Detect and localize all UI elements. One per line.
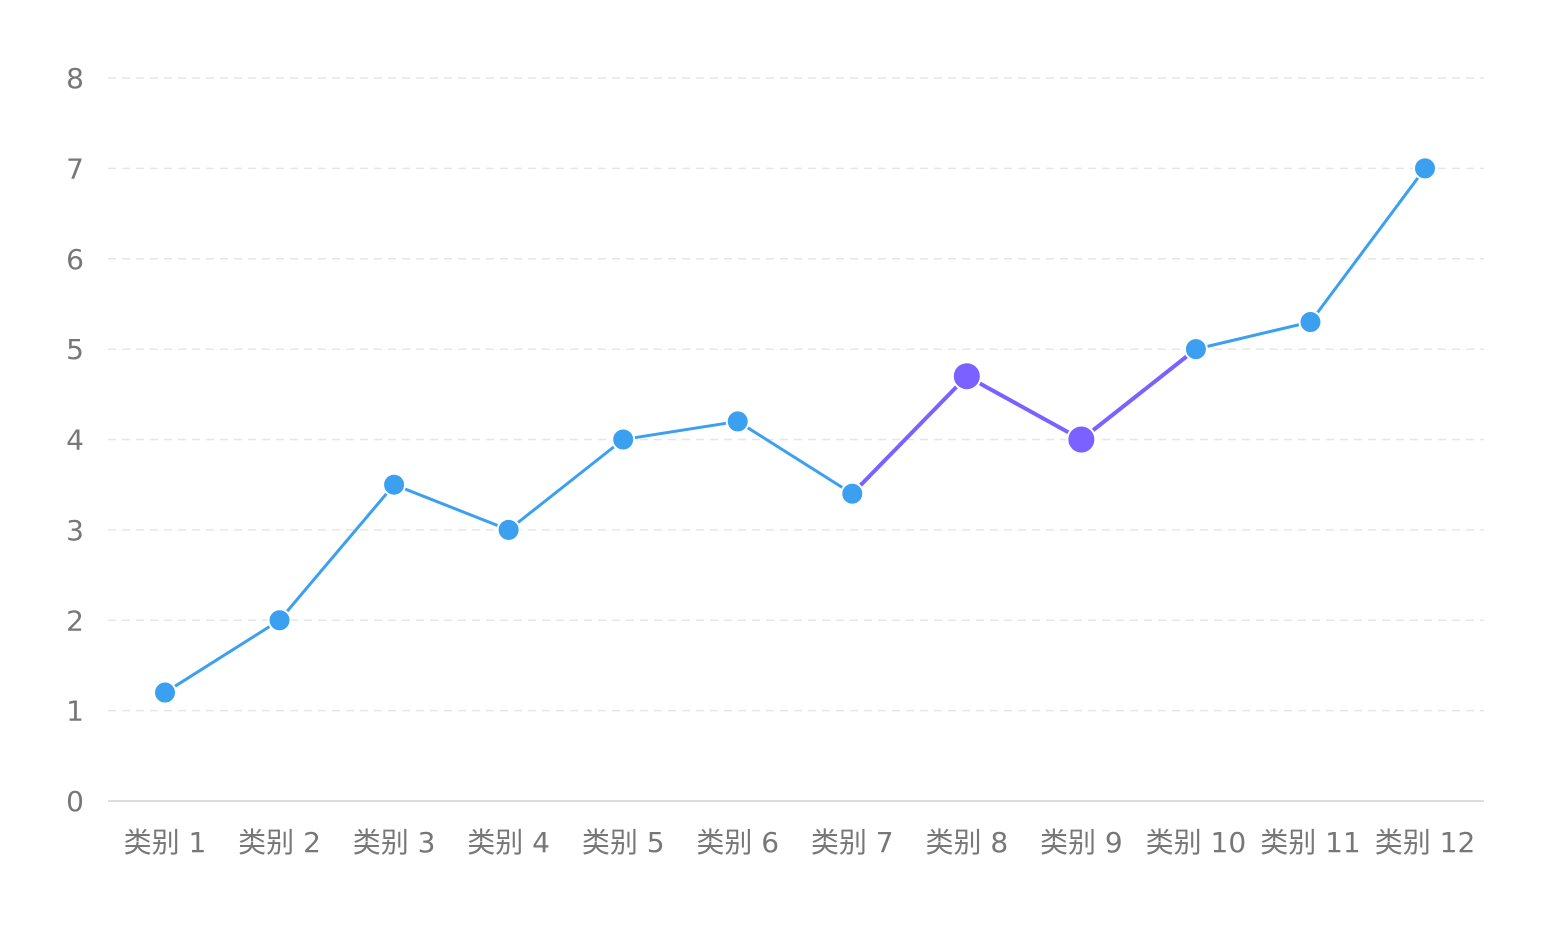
series-line-segment <box>621 419 740 441</box>
series-line-segment <box>736 419 854 496</box>
series-line-segment <box>163 618 282 695</box>
series-line-segment <box>507 438 625 532</box>
x-tick-label: 类别 10 <box>1146 826 1247 859</box>
data-point[interactable] <box>1183 337 1208 362</box>
y-tick-label: 6 <box>66 243 84 276</box>
series-line-segment-highlighted <box>1079 347 1198 442</box>
data-point-highlighted[interactable] <box>951 361 982 392</box>
data-point-highlighted[interactable] <box>1066 424 1097 455</box>
y-tick-label: 2 <box>66 604 84 637</box>
grid-lines <box>108 77 1484 802</box>
series-lines <box>163 166 1427 695</box>
x-tick-label: 类别 5 <box>582 826 665 859</box>
x-tick-label: 类别 3 <box>353 826 436 859</box>
x-tick-label: 类别 7 <box>811 826 894 859</box>
series-line-segment-highlighted <box>964 374 1084 442</box>
x-tick-label: 类别 4 <box>467 826 550 859</box>
x-tick-label: 类别 11 <box>1260 826 1361 859</box>
series-line-segment <box>278 483 396 622</box>
series-line-segment-highlighted <box>850 374 969 496</box>
data-point[interactable] <box>725 409 750 434</box>
data-point[interactable] <box>840 481 865 506</box>
y-tick-label: 8 <box>66 62 84 95</box>
series-line-segment <box>392 483 511 532</box>
series-line-segment <box>1194 320 1312 351</box>
y-tick-label: 3 <box>66 514 84 547</box>
y-tick-label: 4 <box>66 424 84 457</box>
y-axis-tick-labels: 0 1 2 3 4 5 6 7 8 <box>66 62 84 818</box>
series-points <box>153 156 1437 705</box>
x-tick-label: 类别 12 <box>1375 826 1476 859</box>
series-line-segment <box>1308 166 1427 324</box>
x-tick-label: 类别 2 <box>238 826 321 859</box>
x-tick-label: 类别 6 <box>696 826 779 859</box>
data-point[interactable] <box>611 427 636 452</box>
y-tick-label: 7 <box>66 152 84 185</box>
y-tick-label: 0 <box>66 785 84 818</box>
x-tick-label: 类别 1 <box>124 826 207 859</box>
data-point[interactable] <box>153 680 177 705</box>
y-tick-label: 5 <box>66 333 84 366</box>
data-point[interactable] <box>382 472 407 497</box>
x-tick-label: 类别 9 <box>1040 826 1123 859</box>
data-point[interactable] <box>267 608 292 633</box>
data-point[interactable] <box>1413 156 1437 181</box>
x-axis-tick-labels: 类别 1 类别 2 类别 3 类别 4 类别 5 类别 6 类别 7 类别 8 类别 9 类别 1… <box>124 826 1476 859</box>
data-point[interactable] <box>496 517 521 542</box>
data-point[interactable] <box>1298 310 1323 335</box>
y-tick-label: 1 <box>66 695 84 728</box>
x-tick-label: 类别 8 <box>925 826 1008 859</box>
